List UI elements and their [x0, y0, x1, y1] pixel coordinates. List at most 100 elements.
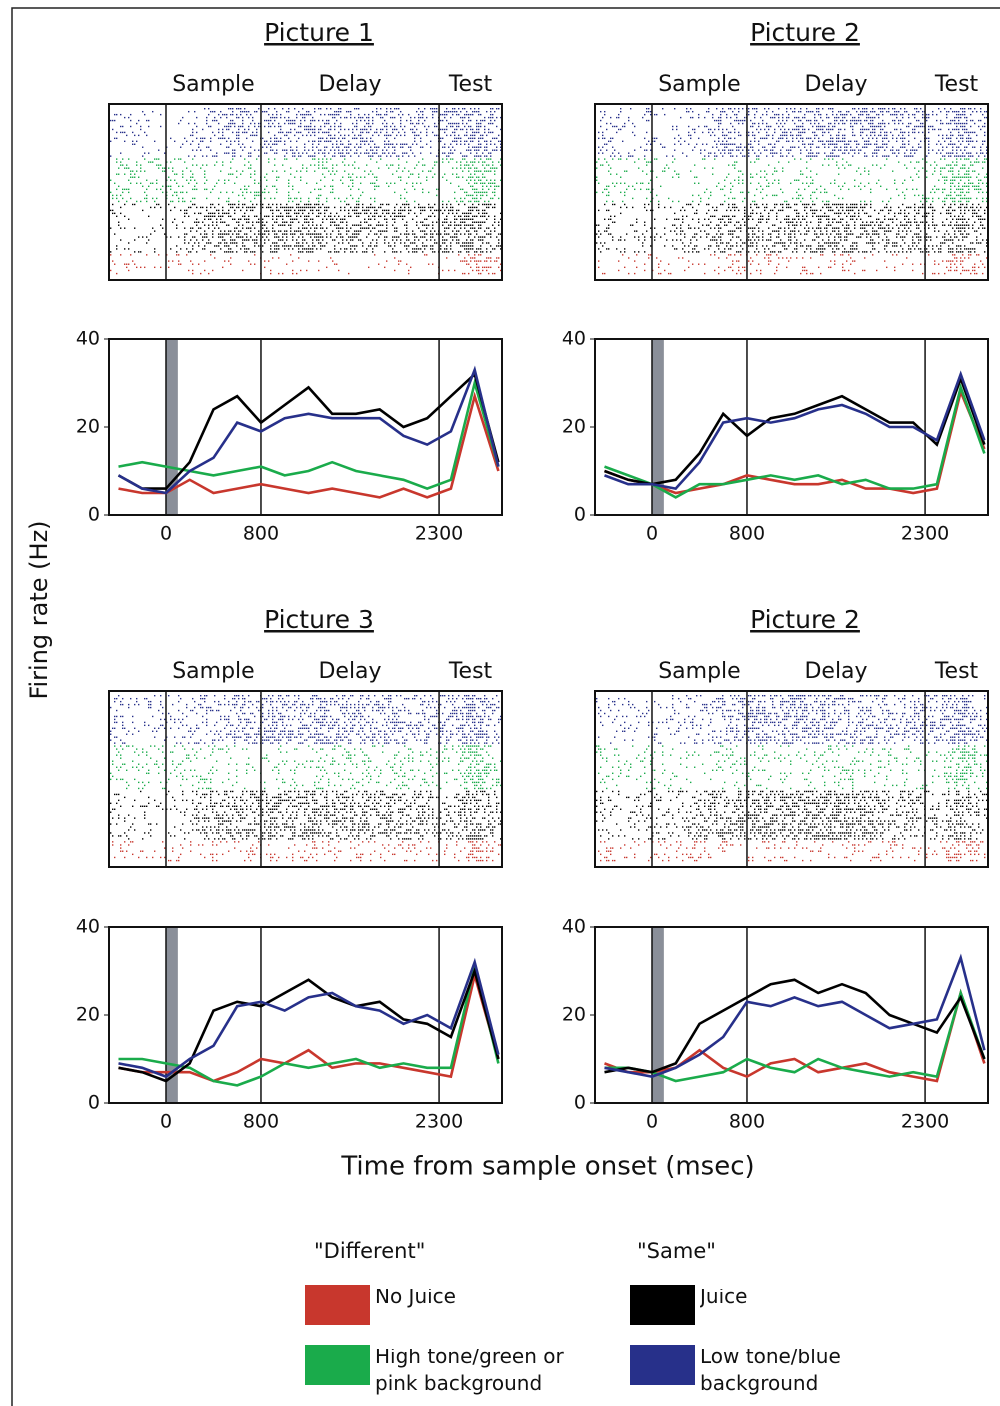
spike: [952, 170, 954, 172]
spike: [902, 134, 904, 137]
spike: [826, 203, 828, 206]
spike: [842, 158, 844, 160]
spike: [342, 161, 344, 163]
spike: [308, 140, 310, 143]
spike: [444, 242, 446, 244]
spike: [426, 254, 428, 256]
spike: [862, 146, 864, 148]
spike: [986, 149, 988, 151]
spike: [446, 128, 448, 131]
spike: [952, 173, 954, 175]
spike: [392, 248, 394, 250]
spike: [394, 149, 396, 151]
spike: [478, 149, 480, 151]
spike: [318, 152, 320, 154]
spike: [698, 137, 700, 140]
spike: [298, 110, 300, 113]
spike: [132, 203, 134, 206]
spike: [112, 260, 114, 262]
spike: [480, 125, 482, 128]
spike: [778, 113, 780, 116]
spike: [404, 203, 406, 206]
spike: [410, 128, 412, 131]
spike: [168, 203, 170, 206]
spike: [480, 194, 482, 197]
spike: [136, 164, 138, 166]
spike: [410, 122, 412, 125]
spike: [984, 122, 986, 125]
spike: [292, 206, 294, 209]
spike: [298, 251, 300, 253]
spike: [340, 209, 342, 212]
spike: [202, 221, 204, 223]
spike: [400, 146, 402, 148]
spike: [192, 188, 194, 191]
spike: [158, 167, 160, 169]
spike: [832, 108, 834, 110]
spike: [188, 155, 190, 157]
spike: [384, 236, 386, 238]
spike: [752, 149, 754, 151]
spike: [464, 140, 466, 143]
spike: [798, 197, 800, 200]
spike: [774, 128, 776, 131]
spike: [204, 245, 206, 247]
spike: [370, 140, 372, 143]
spike: [922, 131, 924, 134]
spike: [324, 113, 326, 116]
spike: [352, 197, 354, 200]
spike: [830, 152, 832, 154]
spike: [356, 233, 358, 235]
spike: [436, 134, 438, 137]
spike: [952, 176, 954, 178]
spike: [466, 149, 468, 151]
spike: [418, 122, 420, 125]
spike: [380, 224, 382, 226]
spike: [662, 146, 664, 148]
spike: [818, 140, 820, 143]
spike: [820, 113, 822, 116]
spike: [256, 134, 258, 137]
spike: [298, 257, 300, 259]
spike: [980, 119, 982, 122]
spike: [948, 155, 950, 157]
spike: [464, 113, 466, 116]
spike: [252, 206, 254, 209]
spike: [794, 110, 796, 113]
spike: [386, 224, 388, 226]
spike: [954, 203, 956, 206]
spike: [360, 230, 362, 232]
spike: [888, 212, 890, 215]
spike: [454, 137, 456, 140]
spike: [110, 155, 112, 157]
spike: [296, 116, 298, 119]
spike: [334, 197, 336, 200]
spike: [394, 191, 396, 194]
spike: [378, 236, 380, 238]
spike: [144, 131, 146, 134]
spike: [282, 239, 284, 241]
spike: [478, 260, 480, 262]
spike: [632, 185, 634, 188]
spike: [462, 116, 464, 119]
spike: [470, 242, 472, 244]
spike: [320, 245, 322, 247]
spike: [854, 140, 856, 143]
spike: [782, 191, 784, 194]
spike: [474, 167, 476, 169]
spike: [904, 143, 906, 145]
spike: [120, 164, 122, 166]
spike: [150, 182, 152, 184]
spike: [394, 218, 396, 220]
spike: [474, 254, 476, 256]
spike: [420, 137, 422, 140]
spike: [346, 197, 348, 200]
spike: [160, 164, 162, 166]
spike: [722, 134, 724, 137]
spike: [346, 239, 348, 241]
spike: [770, 149, 772, 151]
spike: [496, 245, 498, 247]
spike: [818, 108, 820, 110]
spike: [360, 134, 362, 137]
spike: [410, 149, 412, 151]
